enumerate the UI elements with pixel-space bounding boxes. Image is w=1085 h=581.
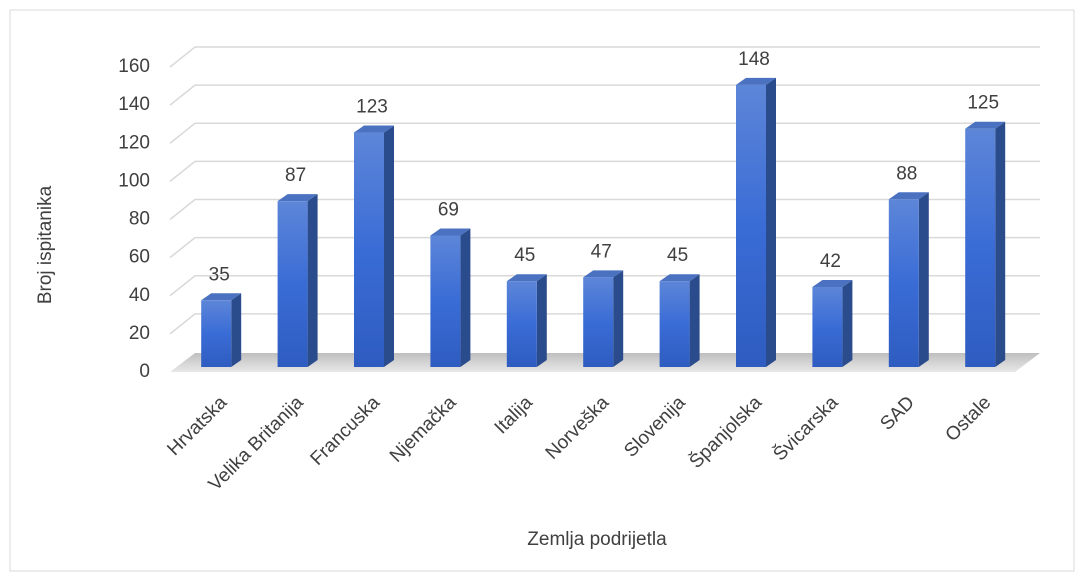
grid-line (169, 46, 1040, 68)
y-tick-label: 120 (118, 132, 150, 153)
y-tick-label: 40 (129, 285, 150, 306)
bar (736, 84, 766, 367)
y-tick-label: 100 (118, 170, 150, 191)
data-label: 45 (667, 245, 688, 266)
bar-top (277, 194, 318, 202)
y-tick-label: 60 (129, 247, 150, 268)
bar-side (384, 125, 394, 367)
bar-side (918, 192, 929, 367)
data-label: 88 (896, 163, 917, 184)
x-axis-title: Zemlja podrijetla (527, 529, 667, 550)
bar (277, 201, 308, 367)
bar-top (583, 270, 624, 278)
data-label: 35 (209, 264, 230, 285)
y-tick-label: 20 (129, 323, 150, 344)
bar-top (430, 228, 471, 236)
data-label: 125 (967, 93, 999, 114)
bar-side (689, 274, 700, 367)
y-tick-label: 140 (118, 94, 150, 115)
bar-side (231, 293, 242, 367)
bar (430, 235, 461, 367)
bar (583, 277, 614, 367)
data-label: 69 (438, 199, 459, 220)
y-axis-title: Broj ispitanika (35, 185, 56, 304)
data-label: 87 (285, 165, 306, 186)
y-tick-label: 160 (118, 56, 150, 77)
data-label: 45 (514, 245, 535, 266)
bar-side (460, 228, 471, 367)
y-tick-label: 80 (129, 209, 150, 230)
bar-top (354, 125, 394, 133)
bar-side (536, 274, 547, 367)
bar-top (888, 192, 929, 200)
bar-top (201, 293, 242, 301)
bar (354, 132, 384, 367)
bar (965, 128, 996, 367)
bar-side (842, 279, 853, 367)
data-label: 148 (738, 49, 770, 70)
bar (659, 281, 690, 367)
data-label: 123 (356, 97, 388, 118)
bar-side (766, 77, 776, 367)
bar-top (965, 121, 1006, 129)
bar-side (995, 121, 1006, 367)
bar (201, 300, 232, 367)
bar (888, 199, 919, 367)
data-label: 42 (820, 251, 841, 272)
bar-side (307, 194, 318, 367)
bar-top (812, 279, 853, 287)
bar-top (506, 274, 547, 282)
bar-top (736, 77, 776, 85)
y-tick-label: 0 (139, 361, 150, 382)
data-label: 47 (591, 241, 612, 262)
bar-top (659, 274, 700, 282)
bar-side (613, 270, 624, 367)
bar (506, 281, 537, 367)
bar (812, 286, 843, 367)
